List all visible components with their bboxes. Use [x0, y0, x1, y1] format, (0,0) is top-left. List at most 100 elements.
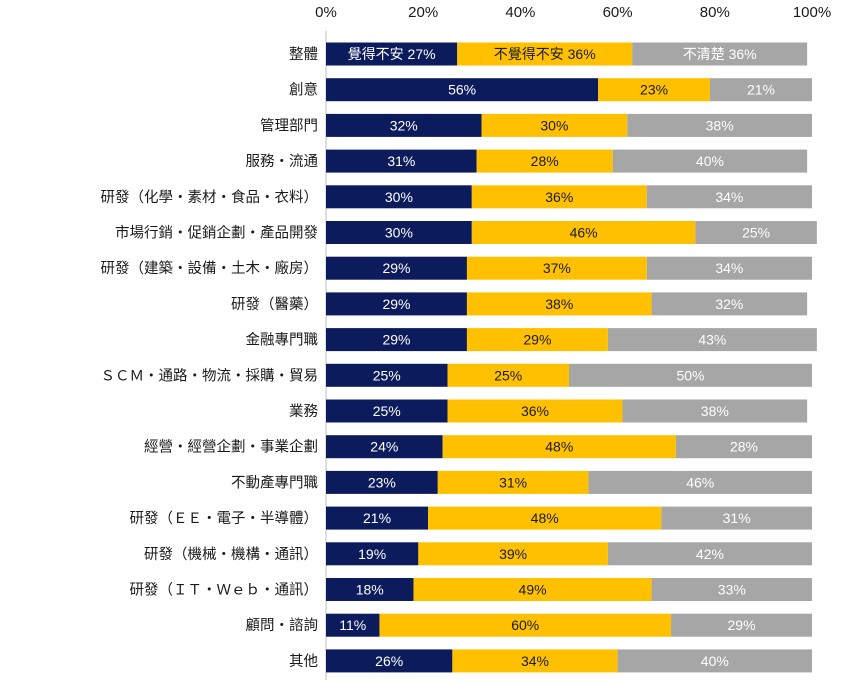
- bar-segment: [326, 292, 467, 316]
- bar-segment: [612, 149, 808, 173]
- data-label: 43%: [698, 332, 726, 348]
- bar-segment: [675, 435, 812, 459]
- data-label: 32%: [390, 117, 418, 133]
- category-label: 業務: [289, 403, 318, 420]
- bar-segment: [651, 578, 812, 601]
- data-label: 31%: [499, 474, 527, 490]
- bar-segment: [466, 256, 647, 280]
- bar-segment: [326, 506, 429, 530]
- category-label: 研發（化學・素材・食品・衣料）: [101, 188, 319, 206]
- bar-segment: [326, 42, 458, 66]
- x-tick-label: 60%: [603, 4, 633, 21]
- bar-segment: [326, 221, 472, 244]
- data-label: 21%: [747, 82, 775, 98]
- bar-segment: [379, 613, 672, 637]
- data-label: 48%: [531, 510, 559, 526]
- bar-segment: [466, 328, 608, 352]
- data-label: 40%: [701, 653, 729, 669]
- data-label: 29%: [382, 260, 410, 276]
- data-label: 31%: [387, 153, 415, 169]
- category-label: 研發（ＥＥ・電子・半導體）: [130, 510, 319, 527]
- bar-segment: [326, 78, 599, 102]
- data-label: 46%: [686, 474, 714, 490]
- bar-segment: [326, 649, 453, 673]
- bar-segment: [471, 221, 696, 244]
- category-label: 金融專門職: [246, 332, 319, 349]
- data-label: 29%: [382, 296, 410, 312]
- bar-segment: [569, 363, 812, 387]
- bar-segment: [622, 399, 808, 423]
- bar-segment: [442, 435, 676, 459]
- data-label: 37%: [543, 260, 571, 276]
- category-label: 顧問・諮詢: [246, 617, 319, 634]
- bar-segment: [627, 113, 812, 137]
- bar-segment: [709, 78, 812, 102]
- data-label: 50%: [676, 367, 704, 383]
- x-tick-label: 100%: [793, 4, 831, 21]
- category-label: 市場行銷・促銷企劃・產品開發: [115, 224, 318, 242]
- bar-segment: [428, 506, 662, 530]
- bar-segment: [471, 185, 647, 209]
- data-label: 25%: [742, 225, 770, 241]
- bar-segment: [457, 42, 633, 66]
- data-label: 23%: [368, 474, 396, 490]
- data-label: 56%: [448, 82, 476, 98]
- category-label: 管理部門: [260, 117, 318, 134]
- data-label: 34%: [715, 260, 743, 276]
- data-label: 26%: [375, 653, 403, 669]
- category-label: ＳＣＭ・通路・物流・採購・貿易: [101, 367, 319, 384]
- category-label: 研發（機械・機構・通訊）: [144, 546, 318, 563]
- data-label: 25%: [494, 367, 522, 383]
- bar-segment: [326, 185, 472, 209]
- bar-segment: [326, 113, 482, 137]
- data-label: 36%: [545, 189, 573, 205]
- bar-segment: [326, 256, 467, 280]
- bar-segment: [447, 363, 569, 387]
- bar-segment: [413, 578, 652, 601]
- data-label: 46%: [570, 225, 598, 241]
- category-label: 服務・流通: [246, 153, 319, 170]
- bar-segment: [466, 292, 652, 316]
- data-label: 34%: [715, 189, 743, 205]
- x-tick-label: 80%: [700, 4, 730, 21]
- bar-segment: [452, 649, 618, 673]
- category-label: 其他: [289, 653, 318, 670]
- bar-segment: [588, 470, 812, 494]
- data-label: 28%: [531, 153, 559, 169]
- data-label: 38%: [706, 117, 734, 133]
- bar-segment: [326, 542, 419, 566]
- data-label: 不覺得不安 36%: [494, 46, 596, 62]
- data-label: 31%: [723, 510, 751, 526]
- bar-segment: [646, 185, 812, 209]
- bar-segment: [326, 149, 477, 173]
- x-tick-label: 20%: [408, 4, 438, 21]
- data-label: 34%: [521, 653, 549, 669]
- data-label: 30%: [385, 189, 413, 205]
- bar-segment: [481, 113, 628, 137]
- bar-segment: [326, 578, 414, 601]
- data-label: 18%: [356, 582, 384, 598]
- data-label: 29%: [728, 617, 756, 633]
- bar-segment: [326, 399, 448, 423]
- data-label: 30%: [385, 225, 413, 241]
- data-label: 24%: [370, 439, 398, 455]
- data-label: 38%: [545, 296, 573, 312]
- data-label: 36%: [521, 403, 549, 419]
- data-label: 25%: [373, 403, 401, 419]
- bar-segment: [661, 506, 812, 530]
- bar-segment: [326, 470, 438, 494]
- data-label: 33%: [718, 582, 746, 598]
- data-label: 23%: [640, 82, 668, 98]
- bar-segment: [651, 292, 808, 316]
- bar-segment: [632, 42, 808, 66]
- category-label: 整體: [289, 46, 318, 63]
- data-label: 42%: [696, 546, 724, 562]
- bar-segment: [326, 328, 467, 352]
- category-label: 研發（醫藥）: [231, 296, 318, 313]
- bar-segment: [418, 542, 608, 566]
- bar-segment: [607, 328, 817, 352]
- data-label: 11%: [339, 617, 366, 633]
- category-label: 研發（ＩＴ・Ｗｅｂ・通訊）: [130, 582, 319, 599]
- data-label: 19%: [358, 546, 386, 562]
- data-label: 29%: [523, 332, 551, 348]
